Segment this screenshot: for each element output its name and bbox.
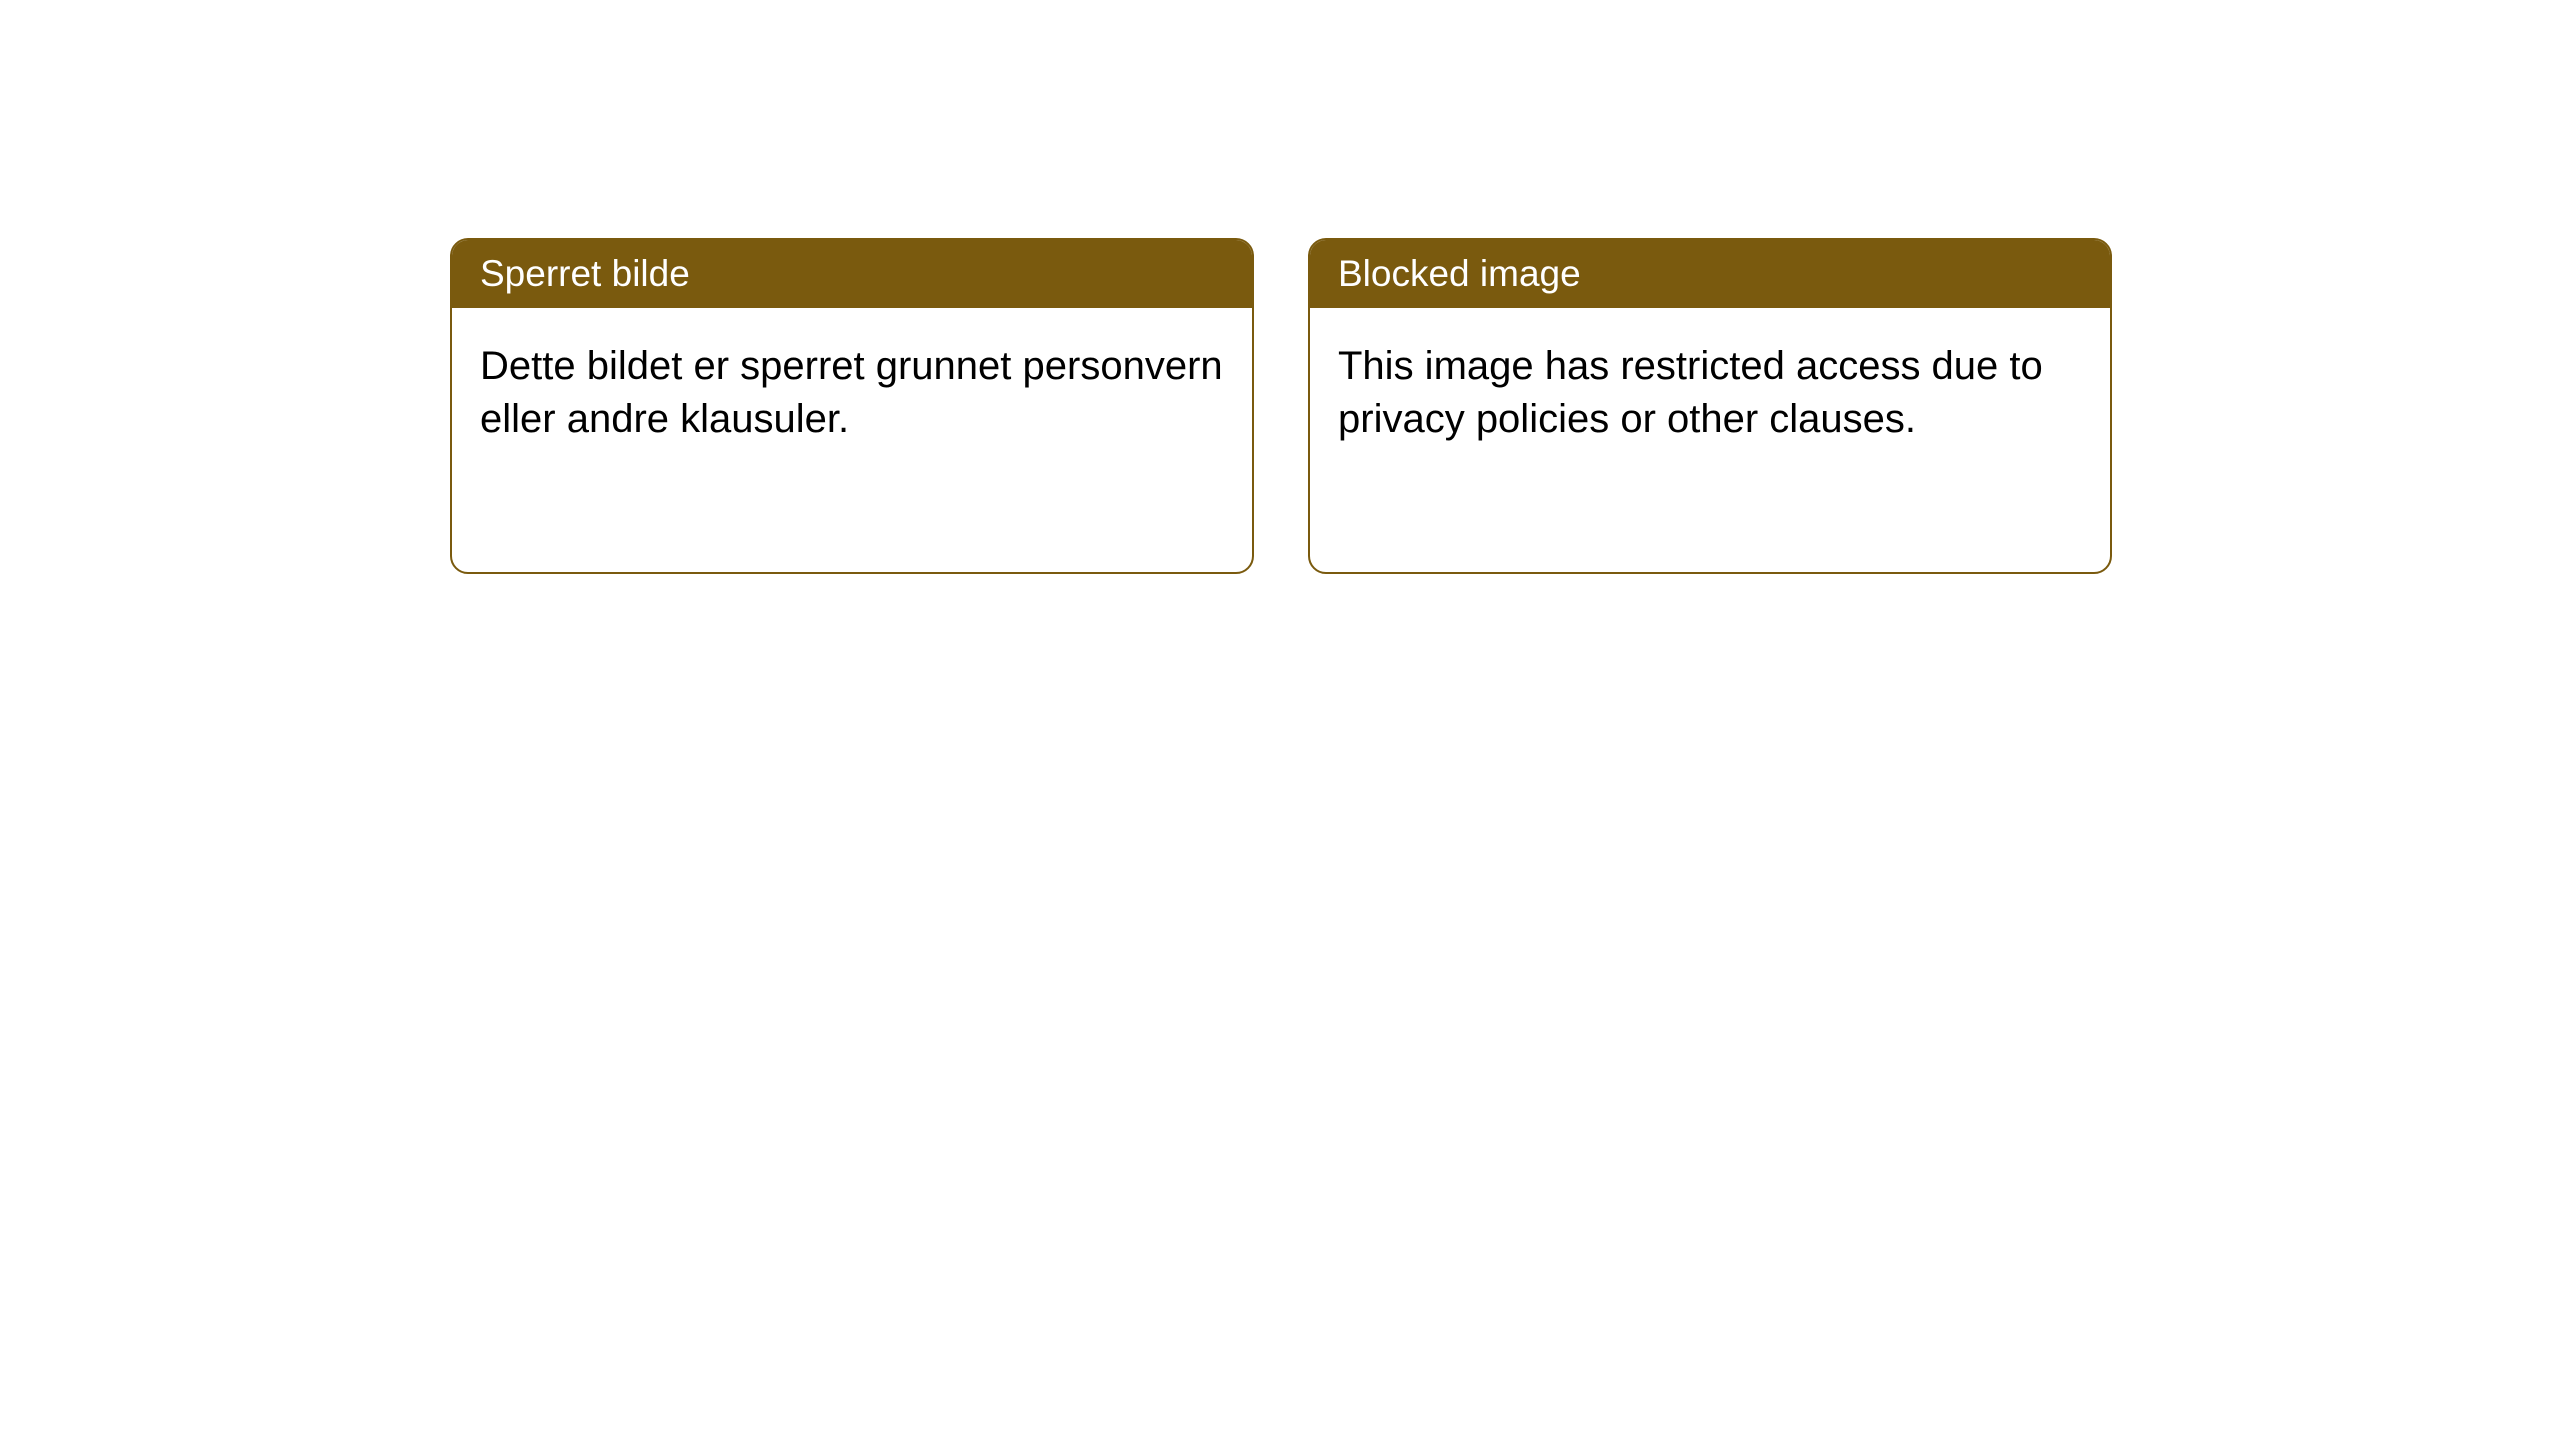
card-text-norwegian: Dette bildet er sperret grunnet personve… xyxy=(480,344,1223,441)
card-body-english: This image has restricted access due to … xyxy=(1310,308,2110,478)
card-english: Blocked image This image has restricted … xyxy=(1308,238,2112,574)
card-header-norwegian: Sperret bilde xyxy=(452,240,1252,308)
card-title-norwegian: Sperret bilde xyxy=(480,253,690,294)
card-norwegian: Sperret bilde Dette bildet er sperret gr… xyxy=(450,238,1254,574)
card-title-english: Blocked image xyxy=(1338,253,1581,294)
card-text-english: This image has restricted access due to … xyxy=(1338,344,2043,441)
card-header-english: Blocked image xyxy=(1310,240,2110,308)
card-body-norwegian: Dette bildet er sperret grunnet personve… xyxy=(452,308,1252,478)
cards-container: Sperret bilde Dette bildet er sperret gr… xyxy=(450,238,2112,574)
